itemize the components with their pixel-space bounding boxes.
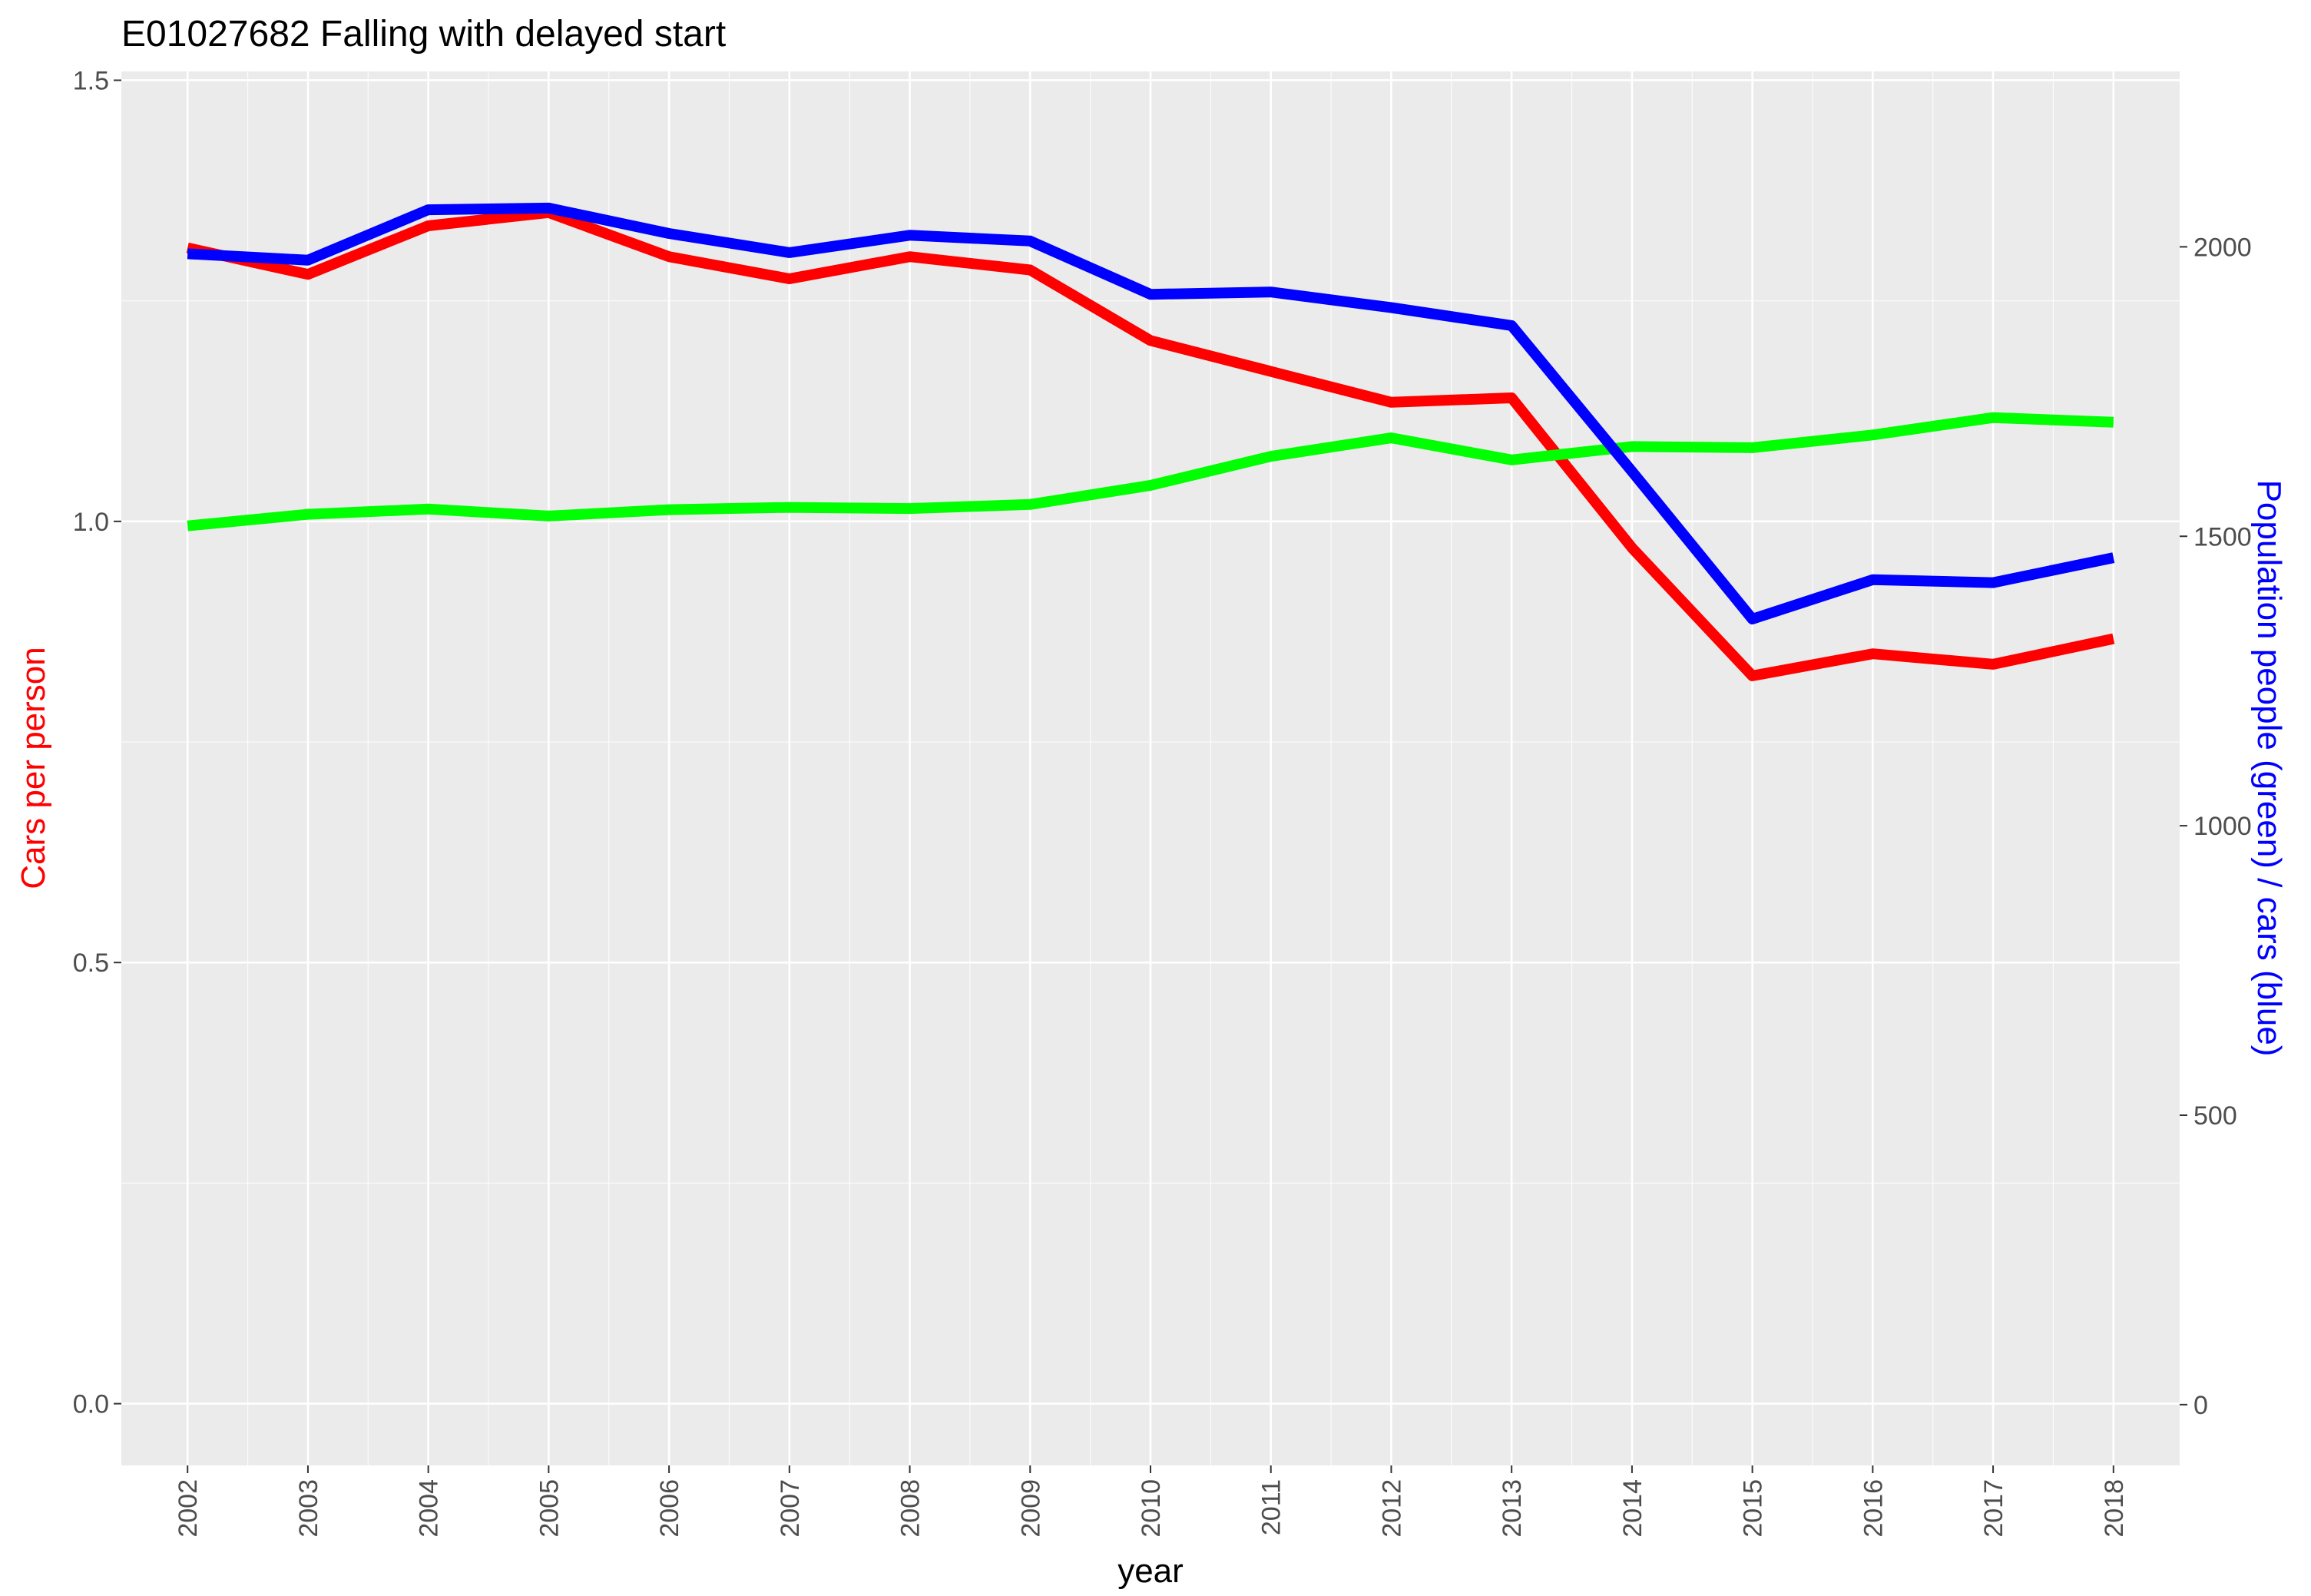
series-line-red xyxy=(186,207,2115,681)
right-axis-tick-label: 2000 xyxy=(2193,233,2252,262)
right-axis-tick-label: 1000 xyxy=(2193,812,2252,841)
x-axis-tick-label: 2006 xyxy=(655,1479,684,1538)
gridlines xyxy=(121,71,2180,1465)
left-axis-tick-label: 1.0 xyxy=(73,508,109,537)
x-axis-tick-label: 2013 xyxy=(1498,1479,1527,1538)
x-axis: 2002 2003 2004 2005 2006 2007 2008 2009 2010 2011… xyxy=(174,1465,2129,1538)
right-axis-title: Population people (green) / cars (blue) xyxy=(2250,480,2288,1057)
right-axis-tick-label: 500 xyxy=(2193,1101,2237,1131)
right-axis-tick-label: 0 xyxy=(2193,1391,2208,1420)
x-axis-tick-label: 2014 xyxy=(1618,1479,1647,1538)
x-axis-tick-label: 2010 xyxy=(1137,1479,1166,1538)
left-axis-tick-label: 0.0 xyxy=(73,1390,109,1419)
x-axis-tick-label: 2002 xyxy=(174,1479,203,1538)
x-axis-tick-label: 2003 xyxy=(294,1479,323,1538)
x-axis-title: year xyxy=(1117,1552,1184,1590)
left-axis-tick-label: 0.5 xyxy=(73,949,109,978)
right-axis-tick-label: 1500 xyxy=(2193,522,2252,551)
x-axis-tick-label: 2018 xyxy=(2100,1479,2129,1538)
chart-title: E01027682 Falling with delayed start xyxy=(121,14,726,55)
x-axis-tick-label: 2007 xyxy=(776,1479,805,1538)
x-axis-tick-label: 2012 xyxy=(1377,1479,1406,1538)
x-axis-tick-label: 2015 xyxy=(1739,1479,1768,1538)
x-axis-tick-label: 2008 xyxy=(896,1479,925,1538)
x-axis-tick-label: 2017 xyxy=(1979,1479,2008,1538)
left-axis: 0.0 0.5 1.0 1.5 xyxy=(73,66,121,1419)
x-axis-tick-label: 2016 xyxy=(1859,1479,1888,1538)
left-axis-title: Cars per person xyxy=(15,647,52,889)
series-line-green xyxy=(187,412,2114,531)
x-axis-tick-label: 2004 xyxy=(415,1479,444,1538)
series-layer xyxy=(186,202,2115,681)
x-axis-tick-label: 2005 xyxy=(535,1479,564,1538)
x-axis-tick-label: 2011 xyxy=(1257,1479,1286,1535)
series-line-blue xyxy=(187,202,2115,624)
left-axis-tick-label: 1.5 xyxy=(73,66,109,95)
x-axis-tick-label: 2009 xyxy=(1016,1479,1045,1538)
right-axis: 0 500 1000 1500 2000 xyxy=(2180,233,2252,1420)
